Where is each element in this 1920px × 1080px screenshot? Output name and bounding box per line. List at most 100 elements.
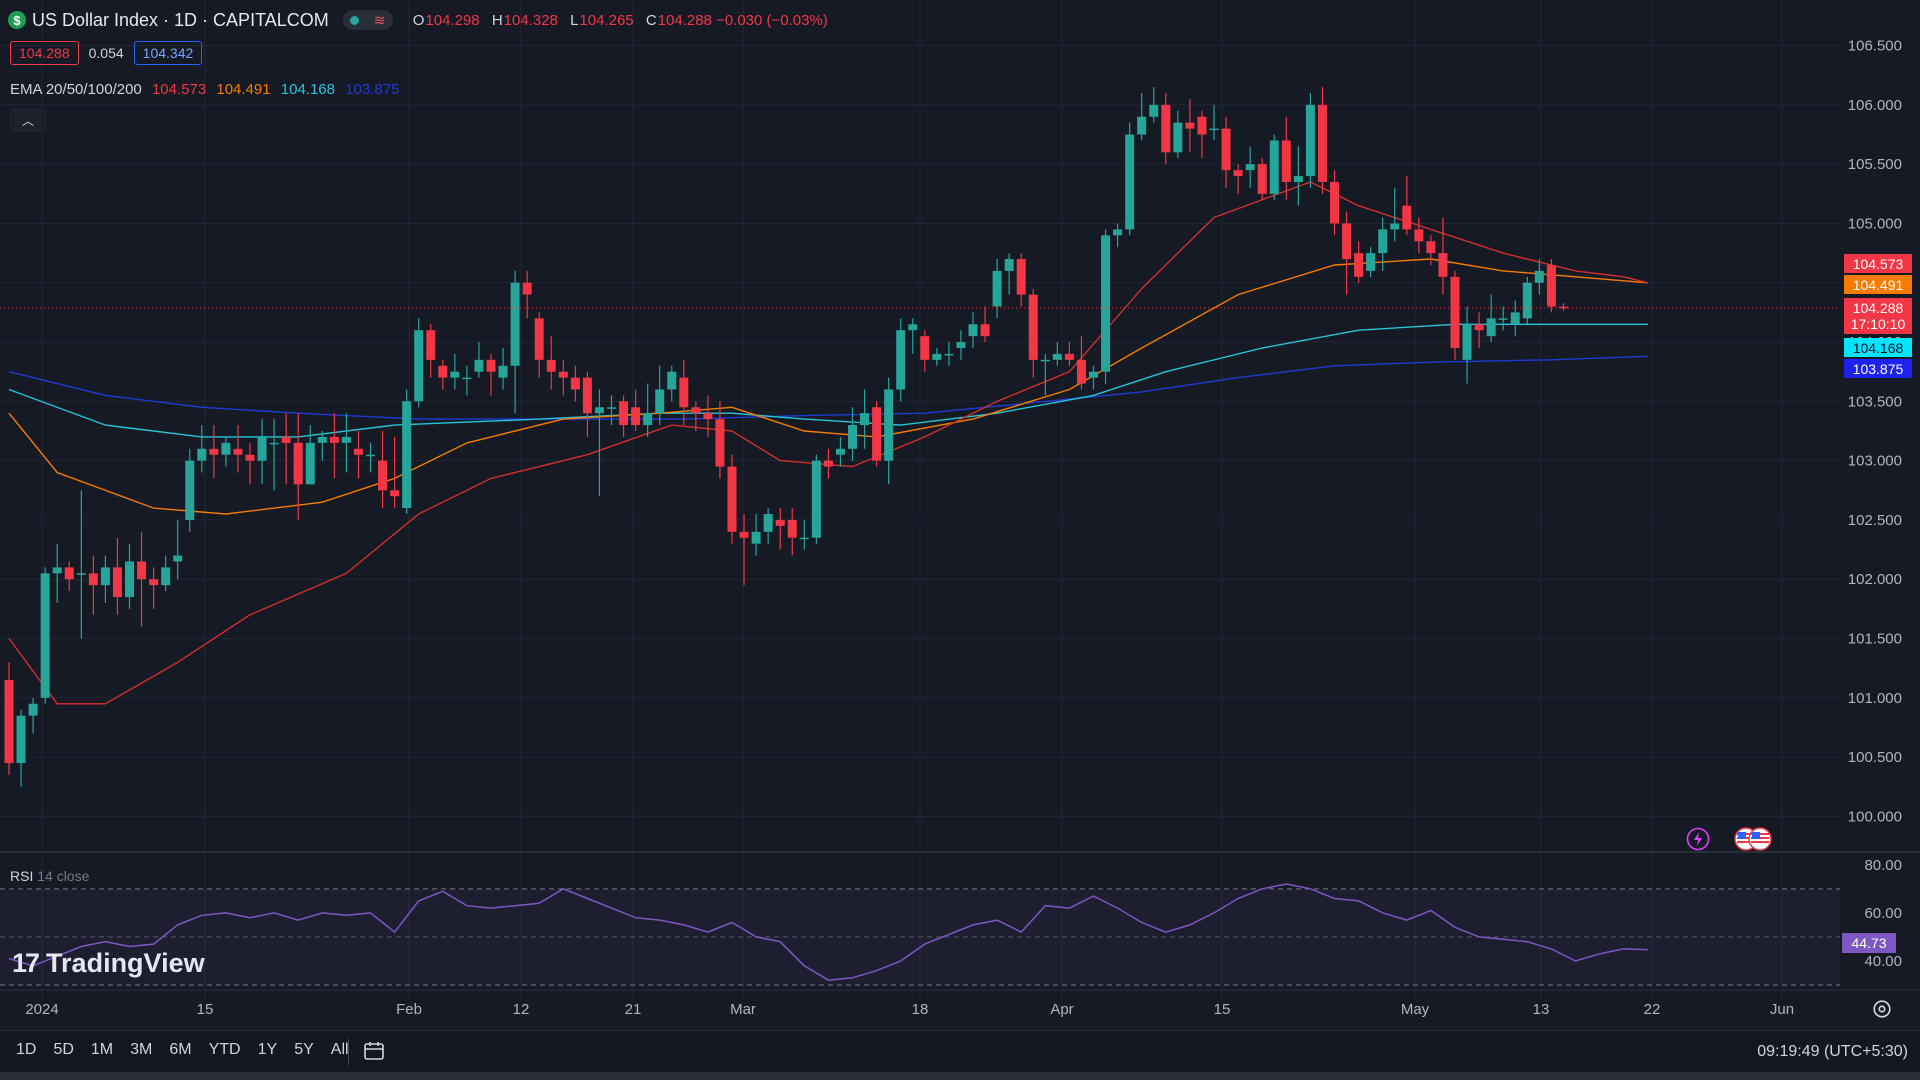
candle-body (1426, 241, 1436, 254)
lightning-icon[interactable] (1686, 827, 1710, 851)
range-6m[interactable]: 6M (169, 1041, 192, 1058)
time-tick-label: Apr (1050, 1001, 1073, 1018)
candle-body (1149, 104, 1159, 117)
time-tick-label: 15 (1214, 1001, 1231, 1018)
rsi-value-badge: 44.73 (1842, 933, 1896, 953)
range-5d[interactable]: 5D (53, 1041, 74, 1058)
settings-gear-icon[interactable] (1871, 998, 1893, 1020)
candle-body (100, 567, 110, 586)
calendar-goto-icon[interactable] (362, 1039, 386, 1063)
price-tick-label: 106.500 (1848, 38, 1902, 55)
price-tick-label: 103.500 (1848, 393, 1902, 410)
spread-value: 0.054 (88, 45, 124, 61)
candle-body (896, 330, 906, 390)
candle-body (1028, 294, 1038, 360)
price-tick-label: 106.000 (1848, 97, 1902, 114)
candle-body (293, 442, 303, 485)
time-tick-label: Feb (396, 1001, 422, 1018)
candle-body (1414, 229, 1424, 242)
candle-body (956, 342, 966, 348)
collapse-legend-button[interactable]: ︿ (10, 108, 46, 132)
candle-body (341, 436, 351, 443)
clock-timezone[interactable]: 09:19:49 (UTC+5:30) (1757, 1043, 1908, 1060)
ema20-line (8, 181, 1648, 705)
ema50-value: 104.491 (216, 81, 271, 98)
time-tick-label: 2024 (25, 1001, 58, 1018)
candle-body (715, 419, 725, 467)
candle-body (787, 519, 797, 538)
candle-body (450, 371, 460, 378)
close-value: 104.288 −0.030 (−0.03%) (657, 11, 828, 29)
candle-body (835, 448, 845, 455)
candle-body (1498, 318, 1508, 320)
range-3m[interactable]: 3M (130, 1041, 153, 1058)
candle-body (727, 466, 737, 532)
logo-text: TradingView (46, 948, 205, 978)
candle-body (233, 448, 243, 455)
range-all[interactable]: All (330, 1041, 349, 1058)
candle-body (257, 436, 267, 461)
rsi-line (8, 883, 1648, 981)
candle-body (823, 460, 833, 467)
price-tick-label: 100.000 (1848, 808, 1902, 825)
rsi-tick-label: 40.00 (1864, 953, 1902, 970)
candle-body (1197, 116, 1207, 135)
range-5y[interactable]: 5Y (294, 1041, 314, 1058)
candle-body (872, 407, 882, 461)
high-key: H (491, 11, 503, 29)
candle-body (1040, 359, 1050, 362)
tradingview-logo[interactable]: 17 TradingView (12, 948, 205, 979)
candle-body (655, 389, 665, 414)
candle-body (1486, 318, 1496, 337)
buy-price-button[interactable]: 104.342 (133, 41, 203, 65)
candle-body (52, 567, 62, 574)
range-ytd[interactable]: YTD (208, 1041, 241, 1058)
ema-legend[interactable]: EMA 20/50/100/200 104.573 104.491 104.16… (10, 81, 399, 98)
candle-body (631, 407, 641, 426)
candle-body (1016, 259, 1026, 295)
candle-body (522, 282, 532, 295)
candle-body (860, 413, 870, 426)
us-flag-icon-2[interactable] (1748, 827, 1772, 851)
chart-grid (0, 0, 1840, 1000)
open-key: O (412, 11, 425, 29)
ema20-value: 104.573 (151, 81, 207, 98)
market-status-pill[interactable]: ≋ (342, 10, 393, 30)
candle-body (643, 413, 653, 426)
candle-body (438, 365, 448, 378)
candle-body (1522, 282, 1532, 319)
candle-body (1378, 229, 1388, 254)
candle-body (64, 567, 74, 580)
last-price-value: 104.288 (1852, 300, 1904, 316)
candle-body (1342, 223, 1352, 260)
candle-body (1161, 104, 1171, 153)
sell-price-button[interactable]: 104.288 (10, 41, 79, 65)
ema100-price-badge: 104.168 (1844, 338, 1912, 357)
candle-body (582, 377, 592, 414)
candle-body (414, 330, 424, 402)
chevron-up-icon: ︿ (21, 113, 34, 128)
candle-body (546, 359, 556, 372)
time-axis: 2024 15 Feb 12 21 Mar 18 Apr 15 May 13 22 Jun (0, 989, 1920, 1018)
bid-ask-row: 104.288 0.054 104.342 (10, 41, 203, 65)
wave-icon: ≋ (373, 11, 386, 28)
candle-body (1534, 270, 1544, 283)
candle-body (558, 371, 568, 378)
candle-body (125, 561, 134, 598)
candle-body (968, 324, 978, 337)
candle-body (1546, 264, 1556, 307)
candle-body (1450, 276, 1460, 348)
time-tick-label: Mar (730, 1001, 756, 1018)
range-1y[interactable]: 1Y (257, 1041, 278, 1058)
range-1d[interactable]: 1D (16, 1041, 37, 1058)
candle-body (1185, 122, 1195, 129)
candle-body (112, 567, 122, 598)
rsi-legend[interactable]: RSI 14 close (10, 868, 89, 884)
ema50-line (8, 258, 1648, 515)
symbol-title[interactable]: US Dollar Index · 1D · CAPITALCOM (32, 9, 329, 30)
range-1m[interactable]: 1M (90, 1041, 114, 1058)
candle-body (1390, 223, 1400, 230)
candle-body (1221, 128, 1231, 171)
price-chart[interactable]: 100.000 100.500 101.000 101.500 102.000 102.5… (0, 0, 1920, 1030)
candle-body (40, 573, 50, 698)
